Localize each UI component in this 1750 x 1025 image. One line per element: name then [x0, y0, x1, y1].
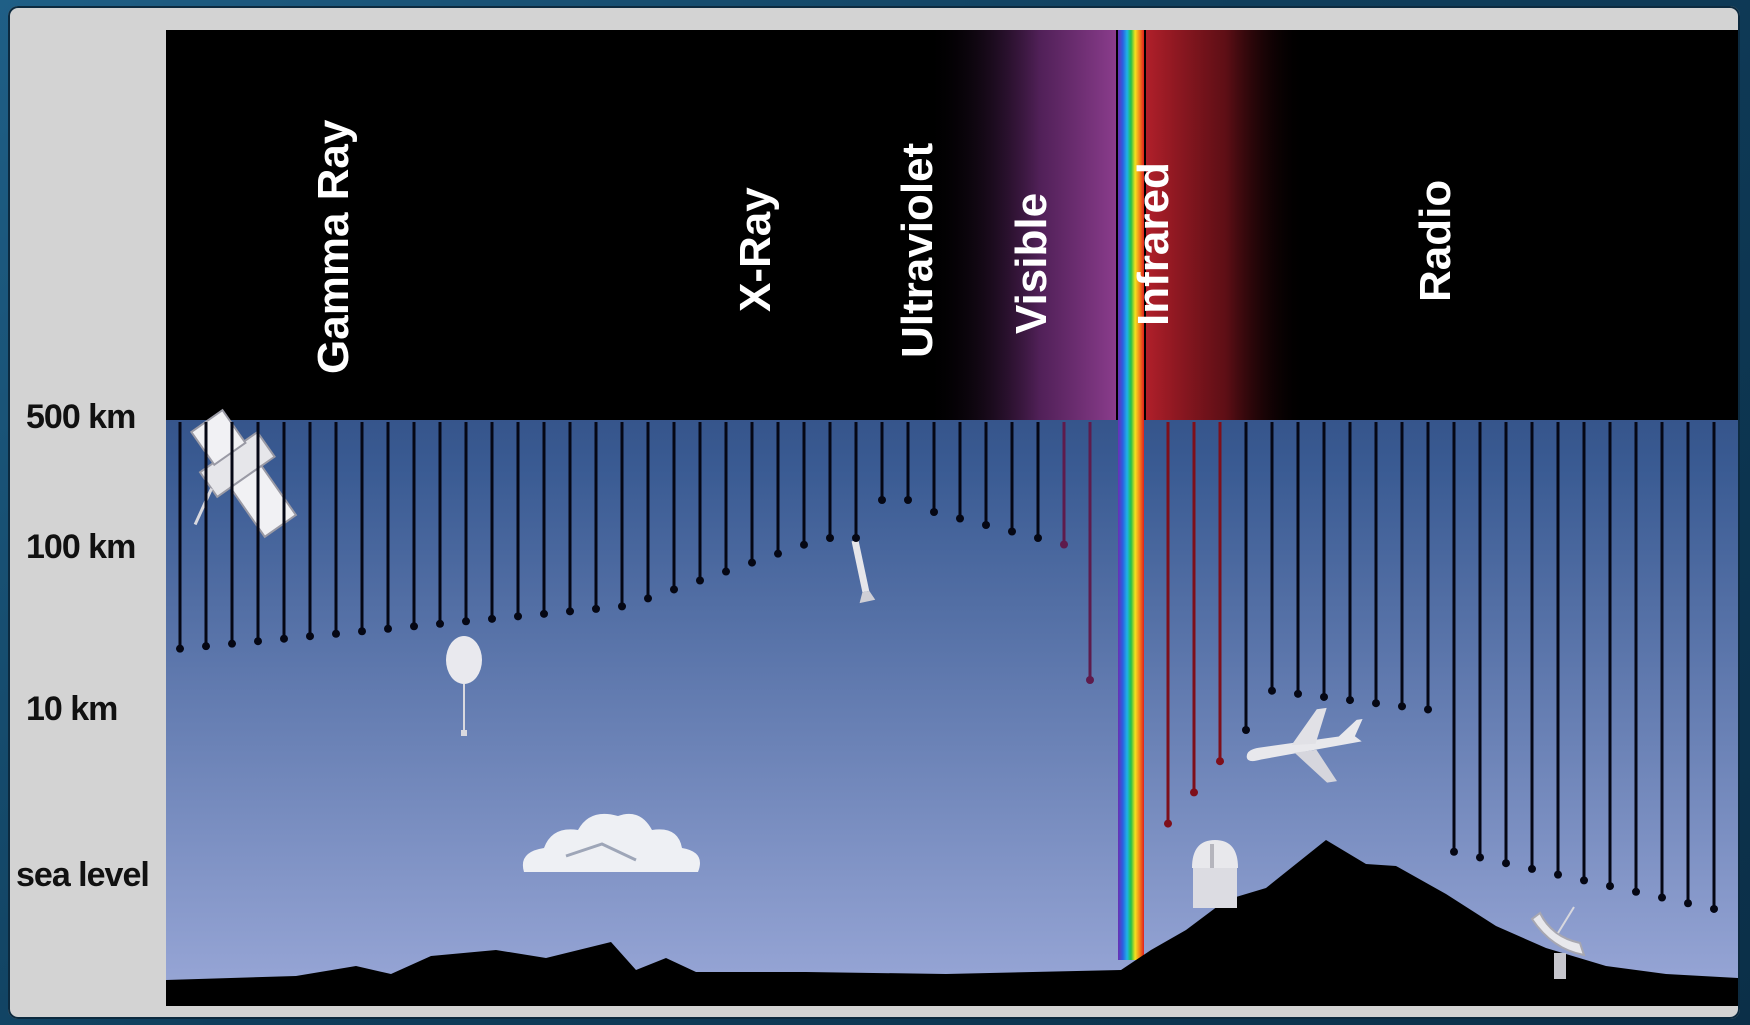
radio-dish-icon — [1530, 906, 1586, 979]
penetration-arrow-tip — [228, 639, 236, 648]
ultraviolet-glow — [926, 30, 1116, 420]
penetration-arrow-tip — [332, 629, 340, 638]
cloud-icon — [522, 813, 700, 872]
penetration-arrow-tip — [748, 558, 756, 567]
penetration-arrow-tip — [280, 634, 288, 643]
altitude-label-sea-level: sea level — [16, 856, 150, 894]
band-label-visible: Visible — [1007, 193, 1056, 334]
penetration-arrow-tip — [1346, 696, 1354, 705]
airplane-icon — [1246, 707, 1363, 783]
penetration-arrow-tip — [514, 612, 522, 621]
penetration-arrow-tip — [956, 514, 964, 523]
penetration-arrow-tip — [1294, 689, 1302, 698]
penetration-arrow-tip — [722, 567, 730, 576]
penetration-arrow-tip — [1060, 540, 1068, 549]
altitude-label-100km: 100 km — [26, 528, 136, 566]
band-label-radio: Radio — [1411, 180, 1460, 302]
penetration-arrow-tip — [488, 614, 496, 623]
penetration-arrow-tip — [774, 549, 782, 558]
radiation-penetration-arrows — [176, 422, 1718, 913]
penetration-arrow-tip — [306, 632, 314, 641]
penetration-arrow-tip — [1502, 859, 1510, 868]
mountains-icon — [166, 840, 1738, 1006]
altitude-label-500km: 500 km — [26, 398, 136, 436]
penetration-arrow-tip — [384, 624, 392, 633]
penetration-arrow-tip — [1372, 699, 1380, 708]
penetration-arrow-tip — [1554, 870, 1562, 879]
penetration-arrow-tip — [670, 585, 678, 594]
penetration-arrow-tip — [1476, 853, 1484, 862]
penetration-arrow-tip — [1008, 527, 1016, 536]
diagram-canvas: Gamma Ray X-Ray Ultraviolet Visible Infr… — [166, 30, 1738, 1006]
penetration-arrow-tip — [1450, 847, 1458, 856]
penetration-arrow-tip — [1528, 864, 1536, 873]
penetration-arrow-tip — [644, 594, 652, 603]
penetration-arrow-tip — [202, 642, 210, 651]
penetration-arrow-tip — [1164, 819, 1172, 828]
penetration-arrow-tip — [1424, 705, 1432, 714]
band-label-ultraviolet: Ultraviolet — [893, 142, 942, 358]
penetration-arrow-tip — [540, 609, 548, 618]
penetration-arrow-tip — [696, 576, 704, 585]
penetration-arrow-tip — [1320, 692, 1328, 701]
penetration-arrow-tip — [254, 637, 262, 646]
penetration-arrow-tip — [410, 622, 418, 631]
band-label-infrared: Infrared — [1129, 162, 1178, 326]
penetration-arrow-tip — [618, 602, 626, 611]
penetration-arrow-tip — [1086, 676, 1094, 684]
penetration-arrow-tip — [982, 521, 990, 529]
penetration-arrow-tip — [1658, 893, 1666, 902]
penetration-arrow-tip — [1580, 876, 1588, 885]
penetration-arrow-tip — [1684, 899, 1692, 908]
penetration-arrow-tip — [1632, 887, 1640, 896]
penetration-arrow-tip — [566, 607, 574, 616]
spectrum-atmosphere-diagram: Gamma Ray X-Ray Ultraviolet Visible Infr… — [166, 30, 1738, 1006]
penetration-arrow-tip — [1216, 757, 1224, 766]
penetration-arrow-tip — [436, 619, 444, 628]
penetration-arrow-tip — [1268, 686, 1276, 695]
visible-light-strip — [1118, 30, 1144, 960]
penetration-arrow-tip — [930, 508, 938, 516]
penetration-arrow-tip — [1398, 702, 1406, 711]
rocket-icon — [851, 539, 876, 604]
band-label-x-ray: X-Ray — [731, 187, 780, 312]
penetration-arrow-tip — [878, 496, 886, 504]
penetration-arrow-tip — [852, 534, 860, 542]
penetration-arrow-tip — [358, 627, 366, 636]
penetration-arrow-tip — [1242, 726, 1250, 734]
penetration-arrow-tip — [1710, 904, 1718, 913]
penetration-arrow-tip — [800, 540, 808, 549]
observatory-icon — [1192, 840, 1238, 908]
penetration-arrow-tip — [592, 604, 600, 613]
penetration-arrow-tip — [1606, 882, 1614, 891]
penetration-arrow-tip — [1190, 788, 1198, 797]
penetration-arrow-tip — [1034, 534, 1042, 542]
balloon-icon — [446, 636, 482, 736]
infrared-glow — [1146, 30, 1306, 420]
penetration-arrow-tip — [176, 644, 184, 653]
penetration-arrow-tip — [904, 496, 912, 504]
altitude-label-10km: 10 km — [26, 690, 118, 728]
penetration-arrow-tip — [826, 534, 834, 542]
penetration-arrow-tip — [462, 617, 470, 626]
band-label-gamma-ray: Gamma Ray — [309, 119, 358, 374]
